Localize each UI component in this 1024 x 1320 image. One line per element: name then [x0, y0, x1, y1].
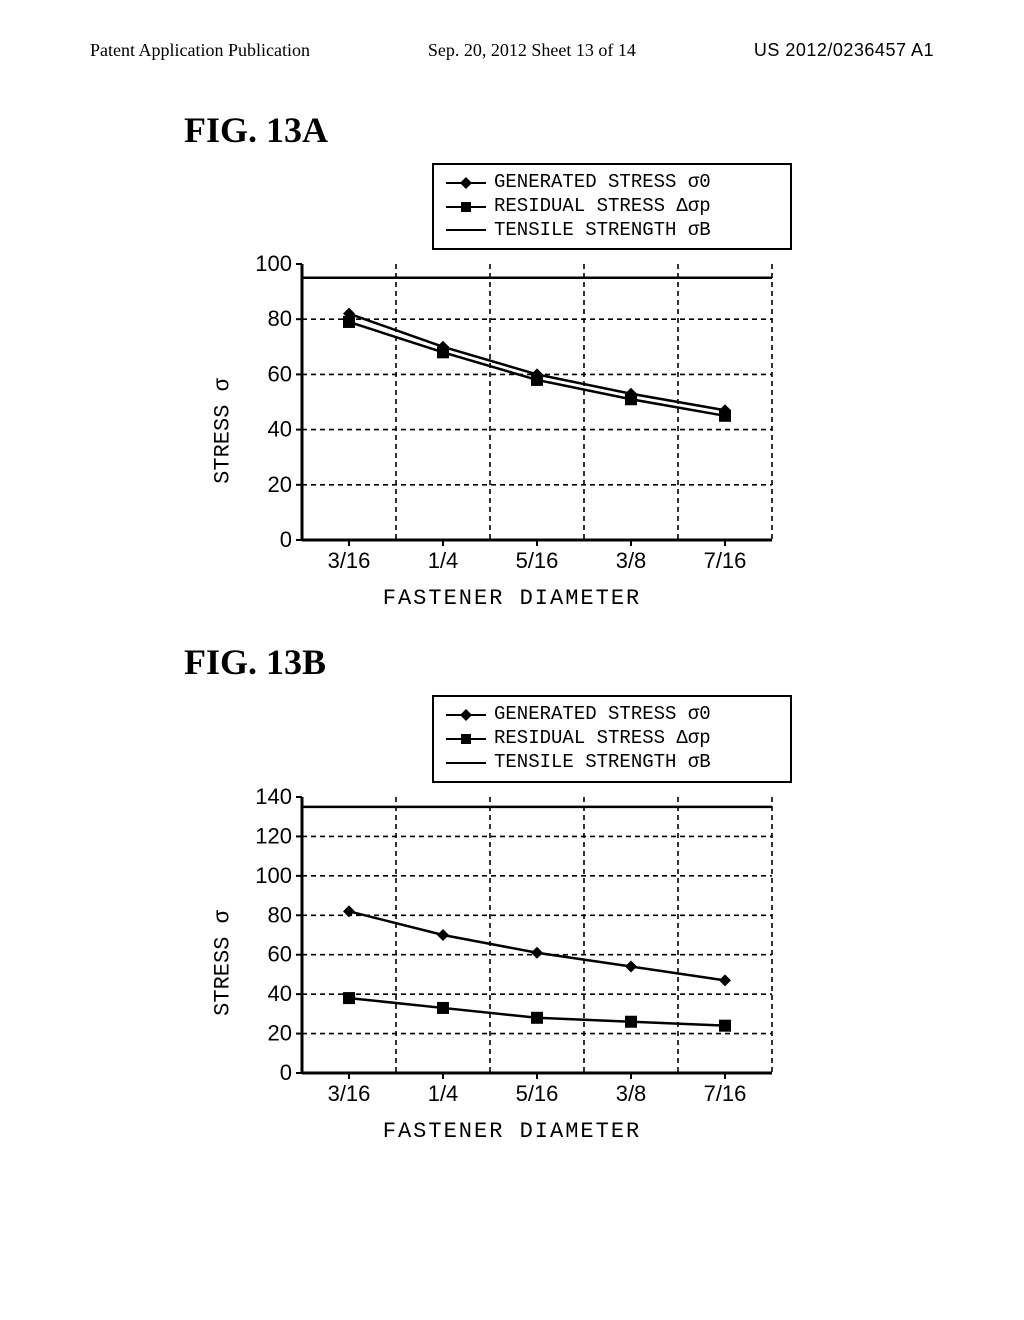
legend-tensile-b-label: TENSILE STRENGTH σB	[494, 751, 711, 775]
legend-generated-label: GENERATED STRESS σ0	[494, 171, 711, 195]
square-marker-icon	[446, 200, 486, 214]
figure-13a-x-label: FASTENER DIAMETER	[232, 586, 792, 611]
svg-text:1/4: 1/4	[428, 548, 459, 573]
svg-text:7/16: 7/16	[704, 548, 747, 573]
legend-residual-label: RESIDUAL STRESS Δσp	[494, 195, 711, 219]
legend-tensile: TENSILE STRENGTH σB	[446, 219, 778, 243]
diamond-marker-icon	[446, 176, 486, 190]
svg-text:3/16: 3/16	[328, 1081, 371, 1106]
svg-text:3/8: 3/8	[616, 1081, 647, 1106]
legend-residual: RESIDUAL STRESS Δσp	[446, 195, 778, 219]
figure-13a-svg: 0 20 40 60 80 100 3/16 1/4 5/16 3/8 7/16	[232, 250, 792, 580]
svg-text:60: 60	[268, 362, 292, 387]
legend-tensile-label: TENSILE STRENGTH σB	[494, 219, 711, 243]
svg-text:3/8: 3/8	[616, 548, 647, 573]
figure-13b-legend: GENERATED STRESS σ0 RESIDUAL STRESS Δσp …	[432, 695, 792, 782]
page-header: Patent Application Publication Sep. 20, …	[90, 40, 934, 61]
legend-generated-b-label: GENERATED STRESS σ0	[494, 703, 711, 727]
svg-text:0: 0	[280, 1060, 292, 1085]
svg-text:60: 60	[268, 941, 292, 966]
line-marker-icon	[446, 756, 486, 770]
svg-text:120: 120	[255, 823, 292, 848]
svg-text:40: 40	[268, 981, 292, 1006]
figure-13b-title: FIG. 13B	[184, 641, 934, 683]
svg-text:100: 100	[255, 862, 292, 887]
legend-residual-b-label: RESIDUAL STRESS Δσp	[494, 727, 711, 751]
legend-residual-b: RESIDUAL STRESS Δσp	[446, 727, 778, 751]
legend-generated-b: GENERATED STRESS σ0	[446, 703, 778, 727]
svg-text:0: 0	[280, 527, 292, 552]
svg-text:80: 80	[268, 902, 292, 927]
svg-text:100: 100	[255, 251, 292, 276]
figure-13a-legend: GENERATED STRESS σ0 RESIDUAL STRESS Δσp …	[432, 163, 792, 250]
header-left: Patent Application Publication	[90, 40, 310, 61]
svg-text:20: 20	[268, 472, 292, 497]
figure-13b-svg: 0 20 40 60 80 100 120 140 3/16 1/4 5/16 3/8 7/16	[232, 783, 792, 1113]
figure-13b-y-label: STRESS σ	[210, 910, 235, 1016]
figure-13a-y-label: STRESS σ	[210, 378, 235, 484]
svg-text:1/4: 1/4	[428, 1081, 459, 1106]
header-center: Sep. 20, 2012 Sheet 13 of 14	[428, 40, 636, 61]
svg-text:7/16: 7/16	[704, 1081, 747, 1106]
line-marker-icon	[446, 223, 486, 237]
square-marker-icon	[446, 732, 486, 746]
svg-text:5/16: 5/16	[516, 1081, 559, 1106]
figure-13b-x-label: FASTENER DIAMETER	[232, 1119, 792, 1144]
figure-13a-title: FIG. 13A	[184, 109, 934, 151]
figure-13a-plot: STRESS σ 0204060801003/161/45/163/87/16 …	[232, 250, 792, 611]
svg-text:140: 140	[255, 784, 292, 809]
svg-text:5/16: 5/16	[516, 548, 559, 573]
header-right: US 2012/0236457 A1	[754, 40, 934, 61]
svg-text:3/16: 3/16	[328, 548, 371, 573]
diamond-marker-icon	[446, 708, 486, 722]
legend-generated: GENERATED STRESS σ0	[446, 171, 778, 195]
svg-text:40: 40	[268, 417, 292, 442]
figure-13a: FIG. 13A GENERATED STRESS σ0 RESIDUAL ST…	[90, 109, 934, 611]
legend-tensile-b: TENSILE STRENGTH σB	[446, 751, 778, 775]
figure-13b-plot: STRESS σ 0204060801001201403/161/45/163/…	[232, 783, 792, 1144]
svg-text:20: 20	[268, 1020, 292, 1045]
svg-text:80: 80	[268, 306, 292, 331]
figure-13b: FIG. 13B GENERATED STRESS σ0 RESIDUAL ST…	[90, 641, 934, 1143]
